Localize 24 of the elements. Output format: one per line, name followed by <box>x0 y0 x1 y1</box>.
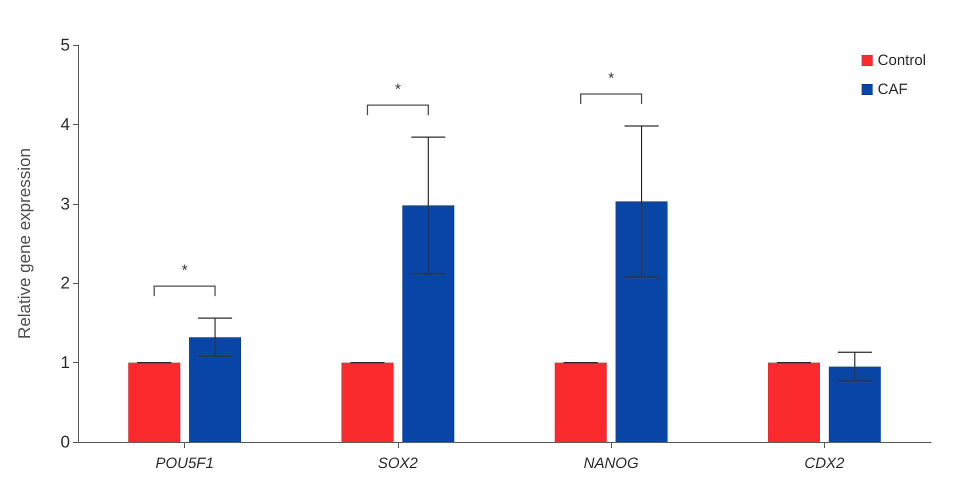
y-tick-label: 0 <box>60 432 70 452</box>
y-tick-label: 4 <box>60 114 70 134</box>
bar <box>828 366 881 442</box>
y-tick-label: 3 <box>60 194 70 214</box>
annotation: * <box>394 81 401 98</box>
bar <box>189 337 242 442</box>
legend-label: CAF <box>878 81 908 98</box>
bar <box>554 362 607 442</box>
y-tick-label: 1 <box>60 353 70 372</box>
y-tick-label: 2 <box>60 274 70 293</box>
x-tick-label: SOX2 <box>378 455 419 472</box>
x-tick-label: POU5F1 <box>155 455 214 472</box>
legend-label: Control <box>878 52 926 69</box>
bar <box>128 362 180 442</box>
x-tick-label: CDX2 <box>804 455 846 472</box>
annotation: * <box>608 70 614 87</box>
bar <box>616 201 668 442</box>
bar <box>768 362 820 442</box>
annotation: * <box>182 262 188 280</box>
x-tick-label: NANOG <box>584 455 639 472</box>
y-axis-title: Relative gene expression <box>15 148 34 339</box>
bar <box>341 362 394 442</box>
bar <box>402 205 454 442</box>
y-tick-label: 5 <box>60 36 70 54</box>
